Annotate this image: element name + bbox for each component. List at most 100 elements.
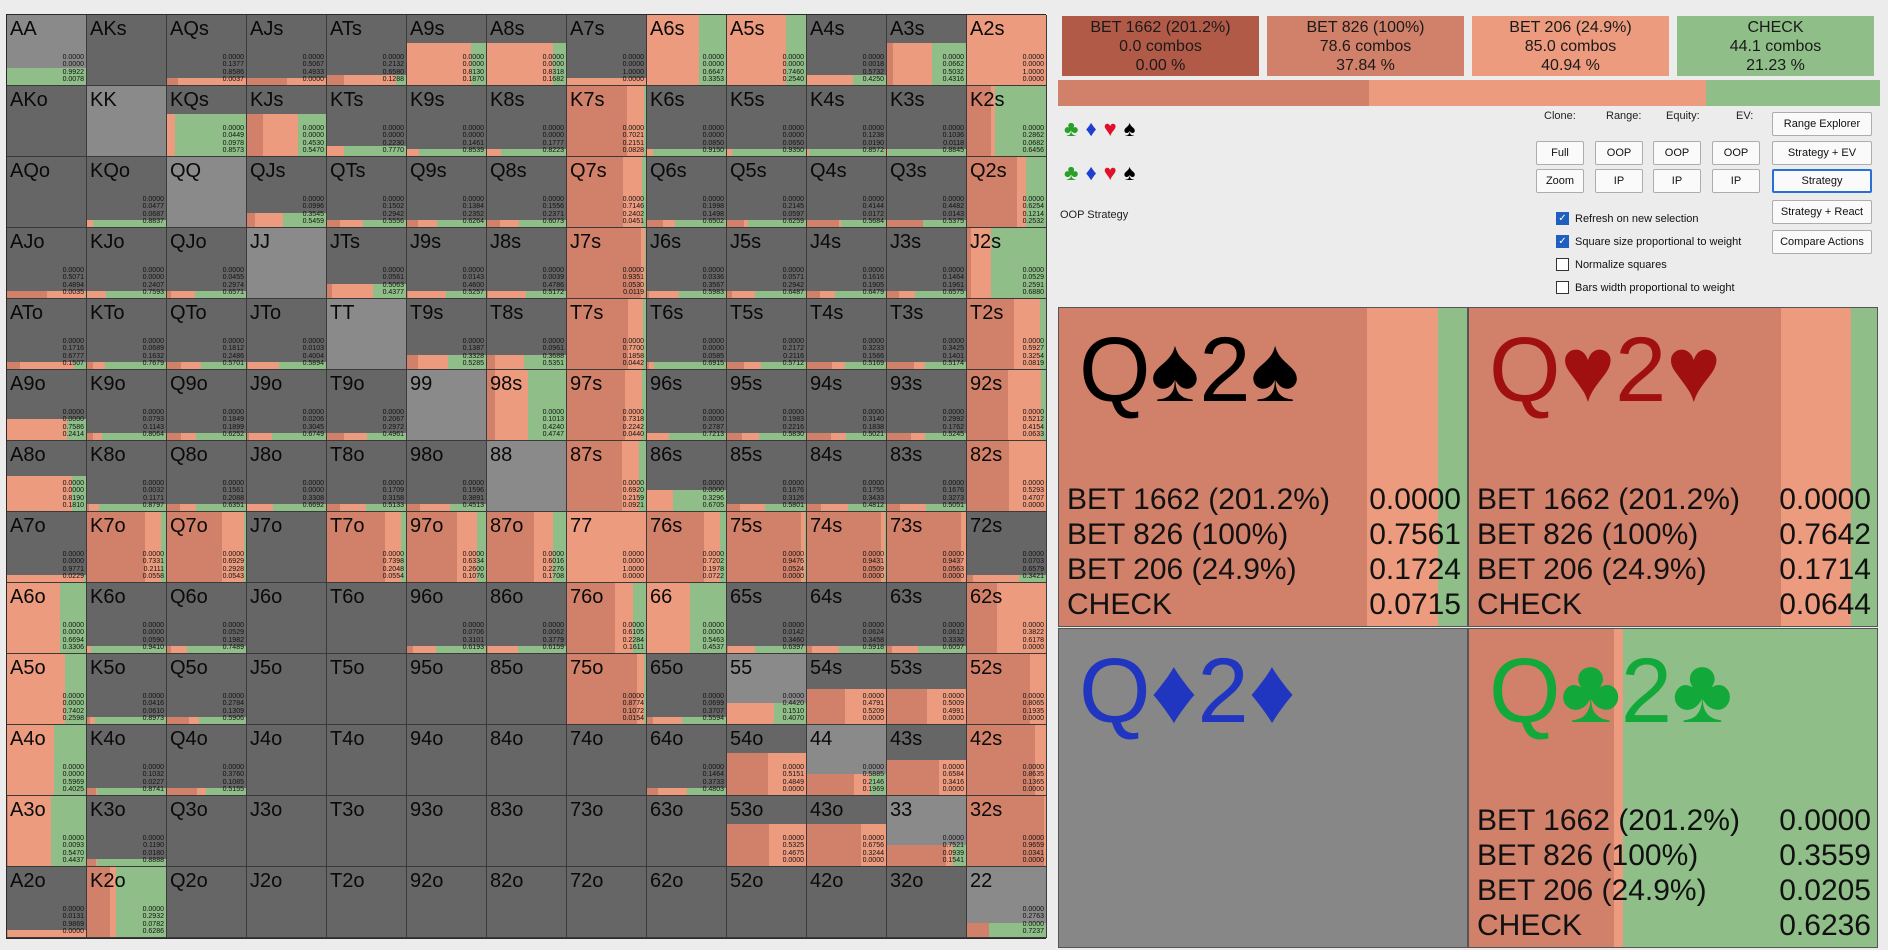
range-oop-button[interactable]: OOP — [1595, 141, 1643, 165]
option-checkbox-0[interactable]: ✓ Refresh on new selection — [1556, 212, 1699, 225]
hand-cell-a2o[interactable]: A2o 0.0000 0.0131 0.9869 0.0000 — [7, 867, 87, 938]
hand-cell-85s[interactable]: 85s 0.0000 0.1676 0.3126 0.5801 — [727, 441, 807, 512]
action-box-bet-1[interactable]: BET 826 (100%) 78.6 combos 37.84 % — [1267, 16, 1464, 76]
hand-cell-k3s[interactable]: K3s 0.0000 0.1036 0.0118 0.8845 — [887, 86, 967, 157]
hand-cell-32s[interactable]: 32s 0.0000 0.9659 0.0341 0.0000 — [967, 796, 1047, 867]
club-icon[interactable]: ♣ — [1064, 160, 1086, 185]
hand-cell-a9s[interactable]: A9s 0.0000 0.0000 0.8130 0.1870 — [407, 15, 487, 86]
hand-cell-93o[interactable]: 93o — [407, 796, 487, 867]
hand-cell-75s[interactable]: 75s 0.0000 0.9476 0.0524 0.0000 — [727, 512, 807, 583]
hand-cell-qts[interactable]: QTs 0.0000 0.1502 0.2942 0.5556 — [327, 157, 407, 228]
hand-cell-75o[interactable]: 75o 0.0000 0.8774 0.1072 0.0154 — [567, 654, 647, 725]
checkbox-icon[interactable] — [1556, 281, 1569, 294]
hand-cell-j6o[interactable]: J6o — [247, 583, 327, 654]
hand-cell-qjo[interactable]: QJo 0.0000 0.0455 0.2974 0.6571 — [167, 228, 247, 299]
hand-cell-85o[interactable]: 85o — [487, 654, 567, 725]
hand-cell-ats[interactable]: ATs 0.0000 0.2132 0.6580 0.1288 — [327, 15, 407, 86]
action-box-bet-0[interactable]: BET 1662 (201.2%) 0.0 combos 0.00 % — [1062, 16, 1259, 76]
club-icon[interactable]: ♣ — [1064, 116, 1086, 141]
strategy-react-button[interactable]: Strategy + React — [1772, 200, 1872, 224]
hand-cell-t5o[interactable]: T5o — [327, 654, 407, 725]
hand-cell-j5s[interactable]: J5s 0.0000 0.0571 0.2942 0.6487 — [727, 228, 807, 299]
hand-cell-aqo[interactable]: AQo — [7, 157, 87, 228]
option-checkbox-1[interactable]: ✓ Square size proportional to weight — [1556, 235, 1741, 248]
hand-cell-q9o[interactable]: Q9o 0.0000 0.1849 0.1899 0.6252 — [167, 370, 247, 441]
hand-cell-a7o[interactable]: A7o 0.0000 0.0000 0.9771 0.0229 — [7, 512, 87, 583]
hand-cell-42o[interactable]: 42o — [807, 867, 887, 938]
hand-cell-j9s[interactable]: J9s 0.0000 0.0143 0.4600 0.5257 — [407, 228, 487, 299]
hand-cell-54s[interactable]: 54s 0.0000 0.4791 0.5209 0.0000 — [807, 654, 887, 725]
hand-cell-k4s[interactable]: K4s 0.0000 0.1238 0.0190 0.8572 — [807, 86, 887, 157]
hand-cell-93s[interactable]: 93s 0.0000 0.2992 0.1762 0.5245 — [887, 370, 967, 441]
hand-cell-t8o[interactable]: T8o 0.0000 0.1709 0.3158 0.5133 — [327, 441, 407, 512]
heart-icon[interactable]: ♥ — [1103, 160, 1124, 185]
hand-cell-k5o[interactable]: K5o 0.0000 0.0416 0.0610 0.8973 — [87, 654, 167, 725]
hand-cell-82s[interactable]: 82s 0.0000 0.5293 0.4707 0.0000 — [967, 441, 1047, 512]
hand-cell-k8s[interactable]: K8s 0.0000 0.0000 0.1777 0.8223 — [487, 86, 567, 157]
hand-cell-a8o[interactable]: A8o 0.0000 0.0000 0.8190 0.1810 — [7, 441, 87, 512]
combo-qd2d[interactable]: Q♦2♦ — [1058, 628, 1468, 948]
hand-cell-53s[interactable]: 53s 0.0000 0.5009 0.4991 0.0000 — [887, 654, 967, 725]
hand-cell-88[interactable]: 88 — [487, 441, 567, 512]
hand-cell-kqs[interactable]: KQs 0.0000 0.0449 0.0978 0.8573 — [167, 86, 247, 157]
hand-cell-77[interactable]: 77 0.0000 0.0000 1.0000 0.0000 — [567, 512, 647, 583]
hand-cell-q8s[interactable]: Q8s 0.0000 0.1556 0.2371 0.6073 — [487, 157, 567, 228]
hand-cell-95o[interactable]: 95o — [407, 654, 487, 725]
range-explorer-button[interactable]: Range Explorer — [1772, 112, 1872, 136]
hand-cell-94s[interactable]: 94s 0.0000 0.3140 0.1838 0.5021 — [807, 370, 887, 441]
hand-cell-54o[interactable]: 54o 0.0000 0.5151 0.4849 0.0000 — [727, 725, 807, 796]
hand-cell-t8s[interactable]: T8s 0.0000 0.0961 0.3688 0.5351 — [487, 299, 567, 370]
hand-cell-44[interactable]: 44 0.0000 0.5885 0.2146 0.1969 — [807, 725, 887, 796]
hand-cell-jto[interactable]: JTo 0.0000 0.0103 0.4004 0.5894 — [247, 299, 327, 370]
equity-oop-button[interactable]: OOP — [1653, 141, 1701, 165]
hand-cell-84s[interactable]: 84s 0.0000 0.1755 0.3433 0.4812 — [807, 441, 887, 512]
diamond-icon[interactable]: ♦ — [1085, 160, 1104, 185]
hand-cell-52s[interactable]: 52s 0.0000 0.8065 0.1935 0.0000 — [967, 654, 1047, 725]
hand-cell-65o[interactable]: 65o 0.0000 0.0699 0.3707 0.5594 — [647, 654, 727, 725]
checkbox-icon[interactable]: ✓ — [1556, 235, 1569, 248]
hand-cell-33[interactable]: 33 0.0000 0.7521 0.0939 0.1541 — [887, 796, 967, 867]
action-box-check-3[interactable]: CHECK 44.1 combos 21.23 % — [1677, 16, 1874, 76]
hand-cell-j4o[interactable]: J4o — [247, 725, 327, 796]
hand-cell-k4o[interactable]: K4o 0.0000 0.1032 0.0227 0.8741 — [87, 725, 167, 796]
hand-cell-k9s[interactable]: K9s 0.0000 0.0000 0.1461 0.8539 — [407, 86, 487, 157]
checkbox-icon[interactable] — [1556, 258, 1569, 271]
combo-qh2h[interactable]: Q♥2♥ BET 1662 (201.2%) 0.0000 BET 826 (100%… — [1468, 307, 1878, 627]
hand-cell-t6s[interactable]: T6s 0.0000 0.0000 0.0585 0.6915 — [647, 299, 727, 370]
hand-cell-j2s[interactable]: J2s 0.0000 0.0529 0.2591 0.6880 — [967, 228, 1047, 299]
hand-cell-k5s[interactable]: K5s 0.0000 0.0000 0.0650 0.9350 — [727, 86, 807, 157]
hand-cell-86s[interactable]: 86s 0.0000 0.0000 0.3296 0.6705 — [647, 441, 727, 512]
hand-cell-63o[interactable]: 63o — [647, 796, 727, 867]
hand-cell-a4o[interactable]: A4o 0.0000 0.0000 0.5969 0.4025 — [7, 725, 87, 796]
hand-cell-q4o[interactable]: Q4o 0.0000 0.3760 0.1085 0.5155 — [167, 725, 247, 796]
strategy-ev-button[interactable]: Strategy + EV — [1772, 141, 1872, 165]
hand-cell-j9o[interactable]: J9o 0.0000 0.0206 0.3045 0.6749 — [247, 370, 327, 441]
hand-cell-a5s[interactable]: A5s 0.0000 0.0000 0.7460 0.2540 — [727, 15, 807, 86]
heart-icon[interactable]: ♥ — [1103, 116, 1124, 141]
hand-cell-76s[interactable]: 76s 0.0000 0.7202 0.1978 0.0722 — [647, 512, 727, 583]
hand-cell-q6s[interactable]: Q6s 0.0000 0.1998 0.1498 0.6502 — [647, 157, 727, 228]
hand-cell-a8s[interactable]: A8s 0.0000 0.0000 0.8318 0.1682 — [487, 15, 567, 86]
hand-cell-a5o[interactable]: A5o 0.0000 0.0000 0.7402 0.2598 — [7, 654, 87, 725]
hand-cell-kjo[interactable]: KJo 0.0000 0.0000 0.2407 0.7593 — [87, 228, 167, 299]
hand-cell-qq[interactable]: QQ — [167, 157, 247, 228]
hand-cell-55[interactable]: 55 0.0000 0.4420 0.1510 0.4070 — [727, 654, 807, 725]
hand-cell-83s[interactable]: 83s 0.0000 0.1676 0.3273 0.5051 — [887, 441, 967, 512]
hand-cell-kk[interactable]: KK — [87, 86, 167, 157]
hand-cell-qjs[interactable]: QJs 0.0000 0.0996 0.3545 0.5459 — [247, 157, 327, 228]
hand-cell-96o[interactable]: 96o 0.0000 0.0706 0.3101 0.6193 — [407, 583, 487, 654]
hand-cell-62s[interactable]: 62s 0.0000 0.3822 0.6178 0.0000 — [967, 583, 1047, 654]
spade-icon[interactable]: ♠ — [1123, 160, 1143, 185]
hand-cell-84o[interactable]: 84o — [487, 725, 567, 796]
hand-cell-73o[interactable]: 73o — [567, 796, 647, 867]
hand-cell-63s[interactable]: 63s 0.0000 0.0612 0.3330 0.6057 — [887, 583, 967, 654]
hand-cell-kjs[interactable]: KJs 0.0000 0.0000 0.4530 0.5470 — [247, 86, 327, 157]
strategy-button[interactable]: Strategy — [1772, 169, 1872, 193]
hand-cell-q2o[interactable]: Q2o — [167, 867, 247, 938]
hand-cell-94o[interactable]: 94o — [407, 725, 487, 796]
hand-cell-62o[interactable]: 62o — [647, 867, 727, 938]
spade-icon[interactable]: ♠ — [1123, 116, 1143, 141]
action-box-bet-2[interactable]: BET 206 (24.9%) 85.0 combos 40.94 % — [1472, 16, 1669, 76]
hand-cell-q4s[interactable]: Q4s 0.0000 0.4144 0.0172 0.5684 — [807, 157, 887, 228]
hand-cell-64s[interactable]: 64s 0.0000 0.0624 0.3458 0.5918 — [807, 583, 887, 654]
